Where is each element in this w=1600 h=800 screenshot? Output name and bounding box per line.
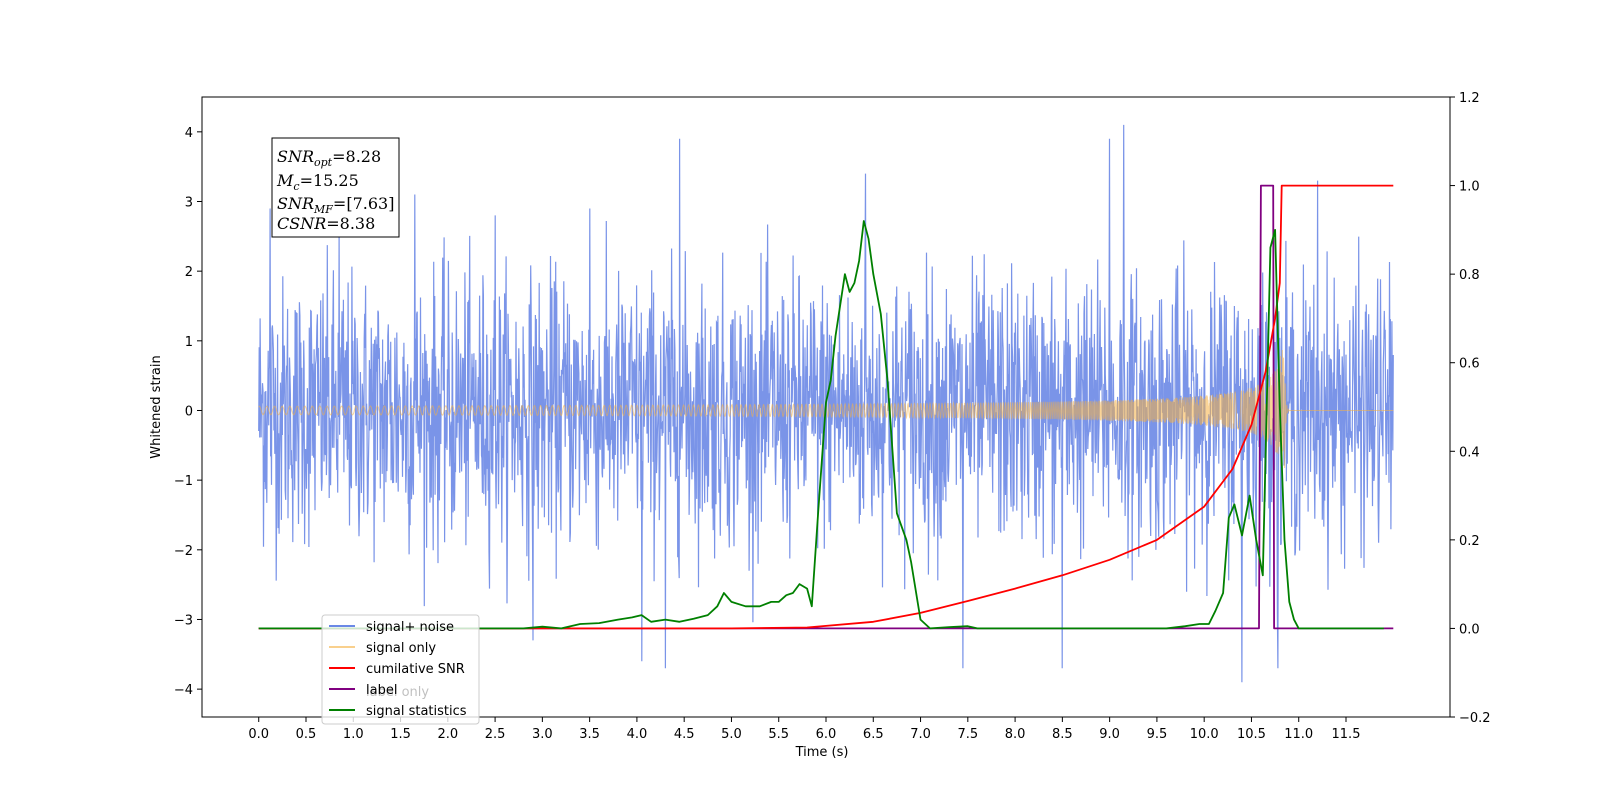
x-tick-label: 7.0 [910,727,931,742]
legend-label-label: label [366,683,397,698]
info-snr-opt-symbol: SNR [277,147,314,166]
x-tick-label: 11.0 [1284,727,1313,742]
legend-obscured-text: label only [366,685,429,700]
info-mc-symbol: M [276,171,294,190]
info-csnr-value: =8.38 [326,214,375,233]
y-axis-left-label: Whitened strain [149,355,164,458]
x-tick-label: 6.0 [816,727,837,742]
info-mc-value: =15.25 [300,171,359,190]
y-axis-left: 4 3 2 1 0 −1 −2 −3 −4 [174,126,202,698]
x-tick-label: 7.5 [957,727,978,742]
y-axis-right: 1.2 1.0 0.8 0.6 0.4 0.2 0.0 −0.2 [1450,91,1491,726]
info-snr-opt: SNRopt=8.28 [277,147,381,169]
x-tick-label: 5.5 [768,727,789,742]
x-tick-label: 2.5 [485,727,506,742]
x-tick-label: 8.5 [1052,727,1073,742]
info-snr-mf: SNRMF=[7.63] [277,194,394,216]
signal-statistics-line [258,220,1384,630]
info-snr-mf-sub: MF [313,203,333,216]
info-snr-opt-sub: opt [314,156,333,169]
y-right-tick-label: 1.2 [1459,91,1480,106]
x-tick-label: 4.0 [627,727,648,742]
info-csnr: CSNR=8.38 [277,214,375,233]
x-tick-label: 9.5 [1147,727,1168,742]
legend: label only signal+ noise signal only cum… [321,614,480,725]
x-tick-label: 1.5 [390,727,411,742]
y-left-tick-label: −2 [174,544,193,559]
right-axis-series [258,184,1394,630]
x-tick-label: 9.0 [1099,727,1120,742]
y-left-tick-label: 2 [185,265,193,280]
y-right-tick-label: 0.2 [1459,534,1480,549]
legend-label-signal-noise: signal+ noise [366,620,454,635]
x-tick-label: 11.5 [1332,727,1361,742]
y-right-tick-label: 0.8 [1459,268,1480,283]
y-left-tick-label: 3 [185,195,193,210]
x-tick-label: 3.5 [579,727,600,742]
y-left-tick-label: 4 [185,126,193,141]
y-left-tick-label: −3 [174,613,193,628]
info-csnr-symbol: CSNR [277,214,326,233]
legend-label-cumulative-snr: cumilative SNR [366,662,465,677]
x-tick-label: 4.5 [674,727,695,742]
legend-frame [321,614,480,725]
x-tick-label: 2.0 [437,727,458,742]
y-left-tick-label: −1 [174,474,193,489]
y-right-tick-label: 0.6 [1459,357,1480,372]
y-left-tick-label: 1 [185,335,193,350]
y-right-tick-label: −0.2 [1459,711,1491,726]
info-snr-opt-value: =8.28 [332,147,381,166]
y-right-tick-label: 0.4 [1459,445,1480,460]
x-tick-label: 3.0 [532,727,553,742]
y-left-tick-label: 0 [185,404,193,419]
info-snr-mf-value: =[7.63] [333,194,395,213]
x-tick-label: 8.0 [1005,727,1026,742]
x-tick-label: 6.5 [863,727,884,742]
x-axis-label: Time (s) [795,745,849,760]
x-tick-label: 0.5 [296,727,317,742]
info-box-frame [271,137,400,238]
info-box: SNRopt=8.28 Mc=15.25 SNRMF=[7.63] CSNR=8… [271,137,400,238]
legend-label-signal-only: signal only [366,641,436,656]
x-tick-label: 0.0 [248,727,269,742]
x-tick-label: 1.0 [343,727,364,742]
info-mc: Mc=15.25 [276,171,359,193]
legend-label-signal-statistics: signal statistics [366,704,467,719]
cumulative-snr-line [258,184,1394,630]
x-axis: 0.0 0.5 1.0 1.5 2.0 2.5 3.0 3.5 4.0 4.5 5.0 5.5 6.0 6… [248,717,1360,742]
x-tick-label: 10.5 [1237,727,1266,742]
y-left-tick-label: −4 [174,683,193,698]
info-snr-mf-symbol: SNR [277,194,314,213]
y-right-tick-label: 1.0 [1459,180,1480,195]
plot-area [258,124,1394,683]
x-tick-label: 10.0 [1190,727,1219,742]
x-tick-label: 5.0 [721,727,742,742]
y-right-tick-label: 0.0 [1459,622,1480,637]
info-mc-sub: c [293,180,299,193]
